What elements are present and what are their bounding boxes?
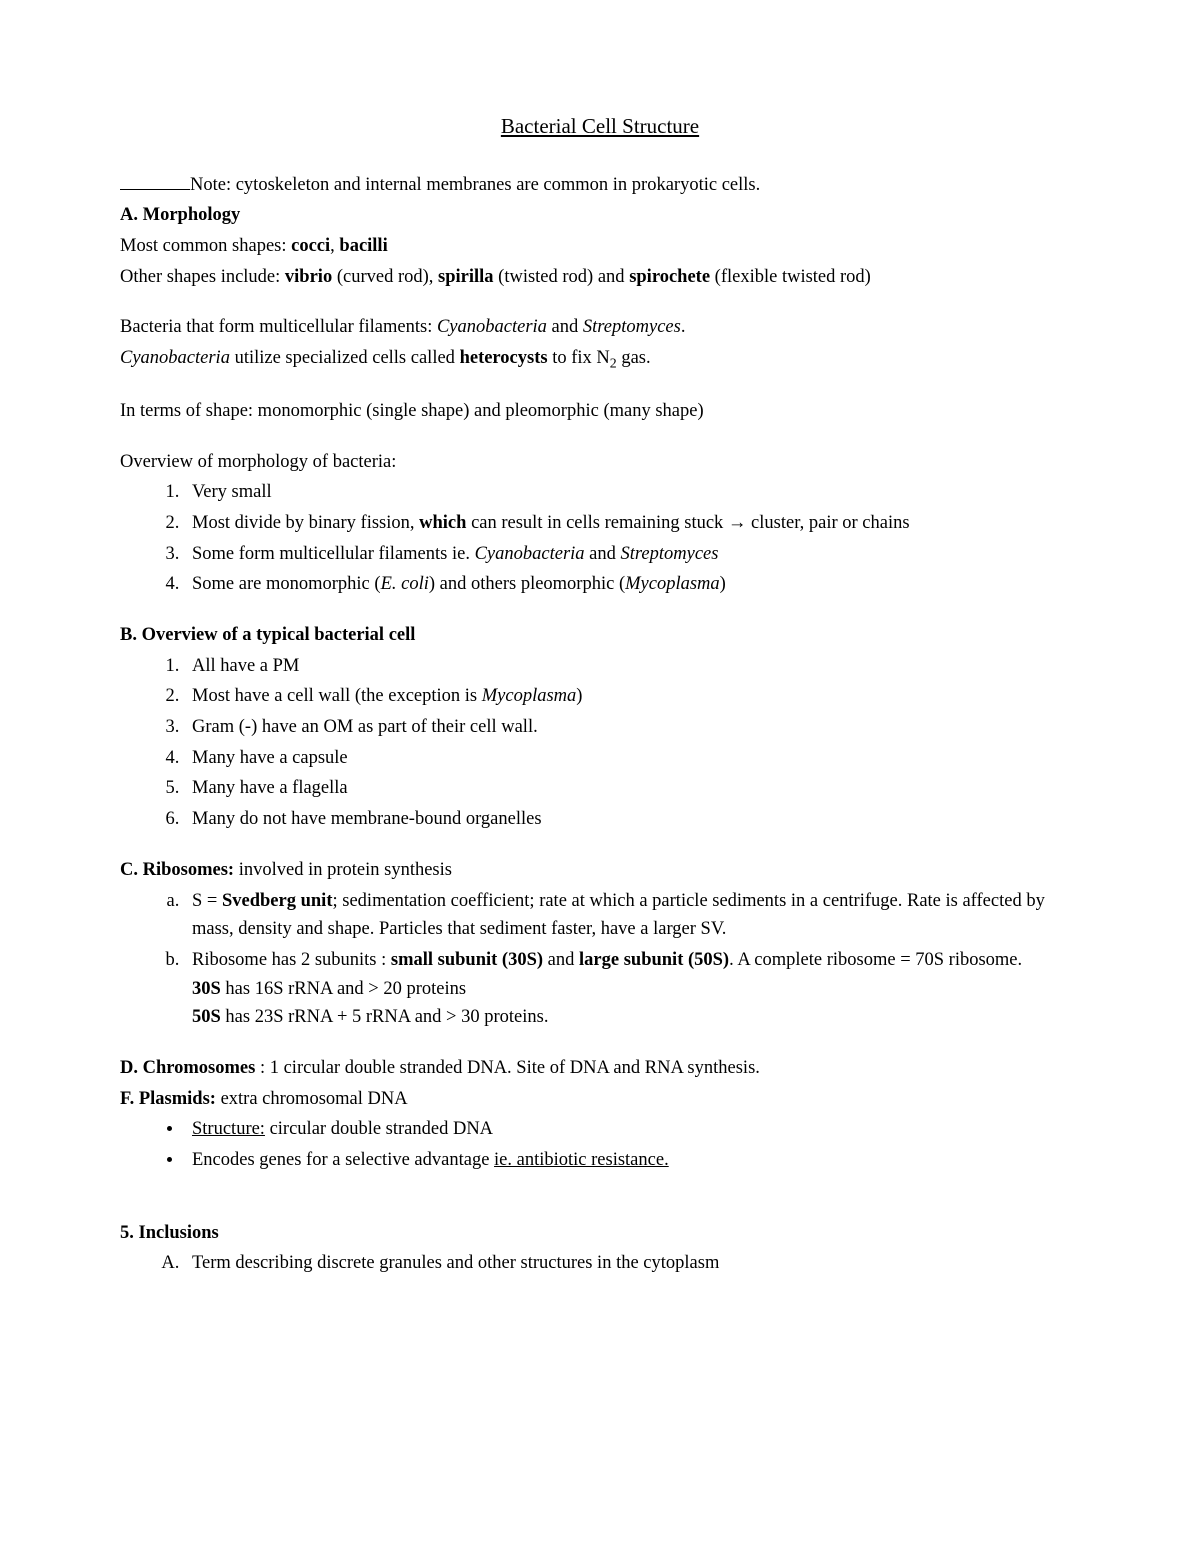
list-item: S = Svedberg unit; sedimentation coeffic…	[184, 887, 1080, 944]
text: Encodes genes for a selective advantage	[192, 1150, 494, 1170]
section-a-heading: A. Morphology	[120, 205, 240, 225]
list-item: Some form multicellular filaments ie. Cy…	[184, 540, 1080, 569]
text: extra chromosomal DNA	[216, 1089, 408, 1109]
cocci: cocci	[291, 236, 330, 256]
section-f-heading: F. Plasmids: extra chromosomal DNA	[120, 1085, 1080, 1114]
subscript: 2	[610, 357, 617, 372]
text: Ribosome has 2 subunits :	[192, 950, 391, 970]
spirilla: spirilla	[438, 267, 494, 287]
heterocysts-line: Cyanobacteria utilize specialized cells …	[120, 344, 1080, 375]
text: to fix N	[548, 348, 610, 368]
list-item: All have a PM	[184, 652, 1080, 681]
heading-text: 5. Inclusions	[120, 1223, 219, 1243]
section-d-heading: D. Chromosomes : 1 circular double stran…	[120, 1054, 1080, 1083]
text: has 23S rRNA + 5 rRNA and > 30 proteins.	[221, 1007, 549, 1027]
text: )	[576, 686, 582, 706]
list-item: Many have a flagella	[184, 774, 1080, 803]
bacilli: bacilli	[339, 236, 387, 256]
plasmids-list: Structure: circular double stranded DNA …	[120, 1115, 1080, 1174]
ribosomes-list: S = Svedberg unit; sedimentation coeffic…	[120, 887, 1080, 1032]
shapes-other: Other shapes include: vibrio (curved rod…	[120, 263, 1080, 292]
heterocysts: heterocysts	[460, 348, 548, 368]
list-item: Many have a capsule	[184, 744, 1080, 773]
text: large subunit (50S)	[579, 950, 729, 970]
list-item: Some are monomorphic (E. coli) and other…	[184, 570, 1080, 599]
text: 30S	[192, 979, 221, 999]
text: and	[547, 317, 583, 337]
overview-heading: Overview of morphology of bacteria:	[120, 448, 1080, 477]
text: ) and others pleomorphic (	[429, 574, 625, 594]
text: . A complete ribosome = 70S ribosome.	[729, 950, 1022, 970]
text: Structure:	[192, 1119, 265, 1139]
text: Bacteria that form multicellular filamen…	[120, 317, 437, 337]
section-c-heading: C. Ribosomes: involved in protein synthe…	[120, 856, 1080, 885]
text: Streptomyces	[621, 544, 719, 564]
text: has 16S rRNA and > 20 proteins	[221, 979, 466, 999]
text: (curved rod),	[332, 267, 438, 287]
list-item: Very small	[184, 478, 1080, 507]
text: small subunit (30S)	[391, 950, 543, 970]
filaments-line: Bacteria that form multicellular filamen…	[120, 313, 1080, 342]
shape-terms: In terms of shape: monomorphic (single s…	[120, 397, 1080, 426]
morphology-list: Very small Most divide by binary fission…	[120, 478, 1080, 599]
list-item: Term describing discrete granules and ot…	[184, 1249, 1080, 1278]
vibrio: vibrio	[285, 267, 332, 287]
text: .	[681, 317, 686, 337]
streptomyces: Streptomyces	[583, 317, 681, 337]
text: Svedberg unit	[222, 891, 333, 911]
page-title: Bacterial Cell Structure	[120, 110, 1080, 143]
list-item: Most have a cell wall (the exception is …	[184, 682, 1080, 711]
blank-underline	[120, 189, 190, 190]
list-item: Most divide by binary fission, which can…	[184, 509, 1080, 538]
list-item: Structure: circular double stranded DNA	[184, 1115, 1080, 1144]
text: and	[543, 950, 579, 970]
text: Most divide by binary fission,	[192, 513, 419, 533]
text: circular double stranded DNA	[265, 1119, 493, 1139]
text: E. coli	[381, 574, 429, 594]
heading-text: B. Overview of a typical bacterial cell	[120, 625, 415, 645]
note-text: Note: cytoskeleton and internal membrane…	[190, 175, 760, 195]
text: which	[419, 513, 466, 533]
text: gas.	[617, 348, 651, 368]
spirochete: spirochete	[629, 267, 710, 287]
text: (flexible twisted rod)	[710, 267, 871, 287]
note-line: Note: cytoskeleton and internal membrane…	[120, 171, 1080, 200]
text: Some form multicellular filaments ie.	[192, 544, 475, 564]
section-a-label: A. Morphology	[120, 201, 1080, 230]
inclusions-list: Term describing discrete granules and ot…	[120, 1249, 1080, 1278]
text: and	[585, 544, 621, 564]
text: (twisted rod) and	[494, 267, 630, 287]
cyanobacteria: Cyanobacteria	[120, 348, 230, 368]
text: ie. antibiotic resistance.	[494, 1150, 669, 1170]
list-item: Encodes genes for a selective advantage …	[184, 1146, 1080, 1175]
text: Cyanobacteria	[475, 544, 585, 564]
text: Mycoplasma	[625, 574, 720, 594]
cyanobacteria: Cyanobacteria	[437, 317, 547, 337]
bacterial-cell-list: All have a PM Most have a cell wall (the…	[120, 652, 1080, 834]
text: : 1 circular double stranded DNA. Site o…	[255, 1058, 760, 1078]
section-5-heading: 5. Inclusions	[120, 1219, 1080, 1248]
section-b-heading: B. Overview of a typical bacterial cell	[120, 621, 1080, 650]
text: Some are monomorphic (	[192, 574, 381, 594]
shapes-common: Most common shapes: cocci, bacilli	[120, 232, 1080, 261]
text: Mycoplasma	[482, 686, 577, 706]
text: utilize specialized cells called	[230, 348, 460, 368]
heading-text: C. Ribosomes:	[120, 860, 234, 880]
list-item: Ribosome has 2 subunits : small subunit …	[184, 946, 1080, 1032]
text: 50S	[192, 1007, 221, 1027]
heading-text: F. Plasmids:	[120, 1089, 216, 1109]
text: involved in protein synthesis	[234, 860, 452, 880]
text: Most have a cell wall (the exception is	[192, 686, 482, 706]
text: Most common shapes:	[120, 236, 291, 256]
text: can result in cells remaining stuck → cl…	[466, 513, 909, 533]
text: Other shapes include:	[120, 267, 285, 287]
list-item: Gram (-) have an OM as part of their cel…	[184, 713, 1080, 742]
text: )	[720, 574, 726, 594]
heading-text: D. Chromosomes	[120, 1058, 255, 1078]
list-item: Many do not have membrane-bound organell…	[184, 805, 1080, 834]
text: S =	[192, 891, 222, 911]
